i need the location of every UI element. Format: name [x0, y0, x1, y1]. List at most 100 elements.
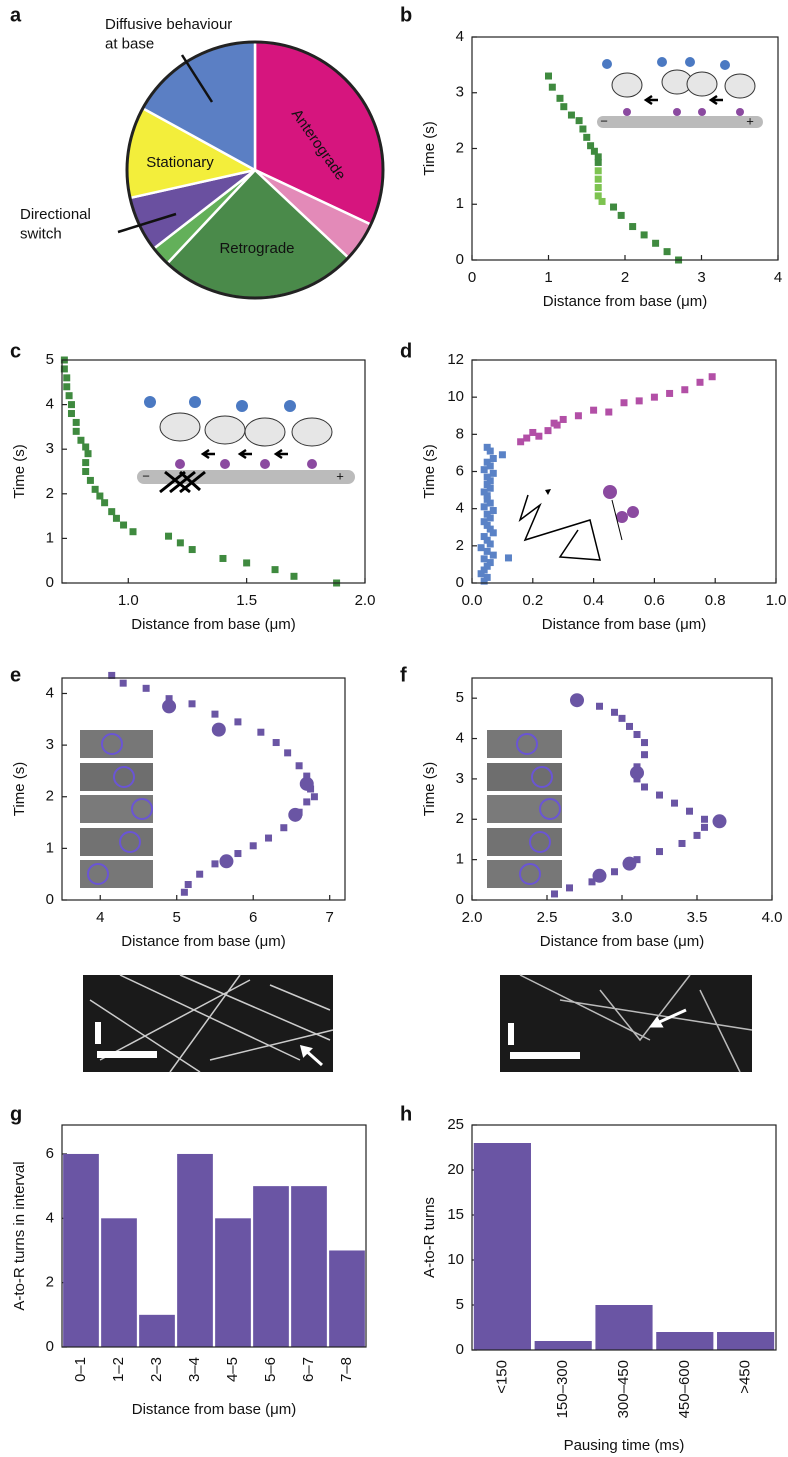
x-tick-label: 450–600 [676, 1360, 693, 1418]
point [567, 111, 575, 119]
inset-label: + [746, 113, 754, 128]
point [622, 856, 637, 871]
x-tick-label: 2.0 [355, 592, 376, 609]
point [617, 211, 625, 219]
point [590, 406, 598, 414]
x-axis-label: Distance from base (μm) [132, 1401, 297, 1418]
point [592, 868, 607, 883]
y-tick-label: 6 [46, 1145, 54, 1162]
y-tick-label: 1 [456, 195, 464, 212]
bar [63, 1153, 99, 1347]
point [480, 466, 488, 474]
y-tick-label: 3 [46, 736, 54, 753]
plot-frame [61, 359, 366, 584]
point [486, 514, 494, 522]
point [708, 373, 716, 381]
point [504, 554, 512, 562]
point [196, 870, 204, 878]
y-tick-label: 4 [46, 684, 54, 701]
point [594, 184, 602, 192]
x-tick-label: <150 [493, 1360, 510, 1394]
point [483, 510, 491, 518]
y-tick-label: 0 [456, 251, 464, 268]
point [548, 83, 556, 91]
point [566, 884, 573, 892]
point [594, 158, 602, 166]
y-tick-label: 15 [447, 1206, 464, 1223]
point [630, 765, 644, 780]
point [188, 700, 196, 708]
y-tick-label: 25 [447, 1116, 464, 1133]
y-axis-label: A-to-R turns in interval [11, 1161, 28, 1310]
y-tick-label: 1 [46, 839, 54, 856]
point [82, 468, 90, 475]
point [483, 473, 491, 481]
point [63, 383, 71, 391]
point [234, 850, 242, 858]
slice-label: Stationary [146, 154, 214, 171]
point [635, 397, 643, 405]
plot-frame [471, 677, 773, 901]
panel-letter: b [400, 4, 412, 26]
point [588, 878, 596, 886]
x-tick-label: 1–2 [110, 1357, 127, 1382]
plot-frame [61, 1124, 367, 1348]
x-tick-label: 0.0 [462, 592, 483, 609]
inset-label: − [600, 113, 608, 128]
micrograph-strips [80, 730, 562, 888]
y-tick-label: 10 [447, 1251, 464, 1268]
point [288, 807, 303, 822]
point [574, 412, 582, 420]
point [63, 374, 71, 382]
bar [595, 1305, 653, 1350]
diffusion-cartoon [518, 485, 639, 561]
x-tick-label: 2.0 [462, 909, 483, 926]
point [299, 776, 314, 791]
slice-label: Retrograde [219, 240, 294, 257]
motor-cartoon [137, 396, 355, 494]
point [594, 175, 602, 183]
point [652, 239, 660, 247]
y-tick-label: 4 [456, 28, 464, 45]
bar [717, 1332, 775, 1350]
point [701, 815, 708, 823]
point [480, 533, 488, 541]
panel-letter: f [400, 664, 407, 686]
x-tick-label: 5–6 [262, 1357, 279, 1382]
x-tick-label: 3 [697, 269, 705, 286]
x-tick-label: 0 [468, 269, 476, 286]
y-tick-label: 4 [46, 396, 54, 413]
point [162, 699, 177, 714]
pie-rim [125, 40, 385, 300]
y-tick-label: 4 [456, 500, 464, 517]
slice-label: Diffusive behaviour at base [105, 16, 232, 53]
point [303, 772, 311, 780]
point [489, 454, 497, 462]
y-tick-label: 2 [456, 537, 464, 554]
point [480, 555, 488, 563]
x-tick-label: 7–8 [338, 1357, 355, 1382]
point [483, 492, 491, 500]
point [211, 710, 219, 718]
x-tick-label: 300–450 [615, 1360, 632, 1418]
x-tick-label: 3.5 [687, 909, 708, 926]
plot-frame [61, 677, 346, 901]
leader-line [117, 212, 177, 234]
point [620, 399, 628, 407]
x-tick-label: 2–3 [148, 1357, 165, 1382]
motor-cartoon [597, 57, 763, 128]
point [489, 529, 497, 537]
point [142, 684, 150, 692]
point [483, 536, 491, 544]
point [165, 695, 173, 703]
point [91, 485, 99, 493]
plot-frame [471, 1124, 777, 1351]
point [219, 554, 227, 562]
x-tick-label: 5 [173, 909, 181, 926]
point [529, 428, 537, 436]
inset-label: − [142, 468, 150, 483]
point [641, 751, 648, 759]
bar [473, 1143, 531, 1350]
point [650, 393, 658, 401]
